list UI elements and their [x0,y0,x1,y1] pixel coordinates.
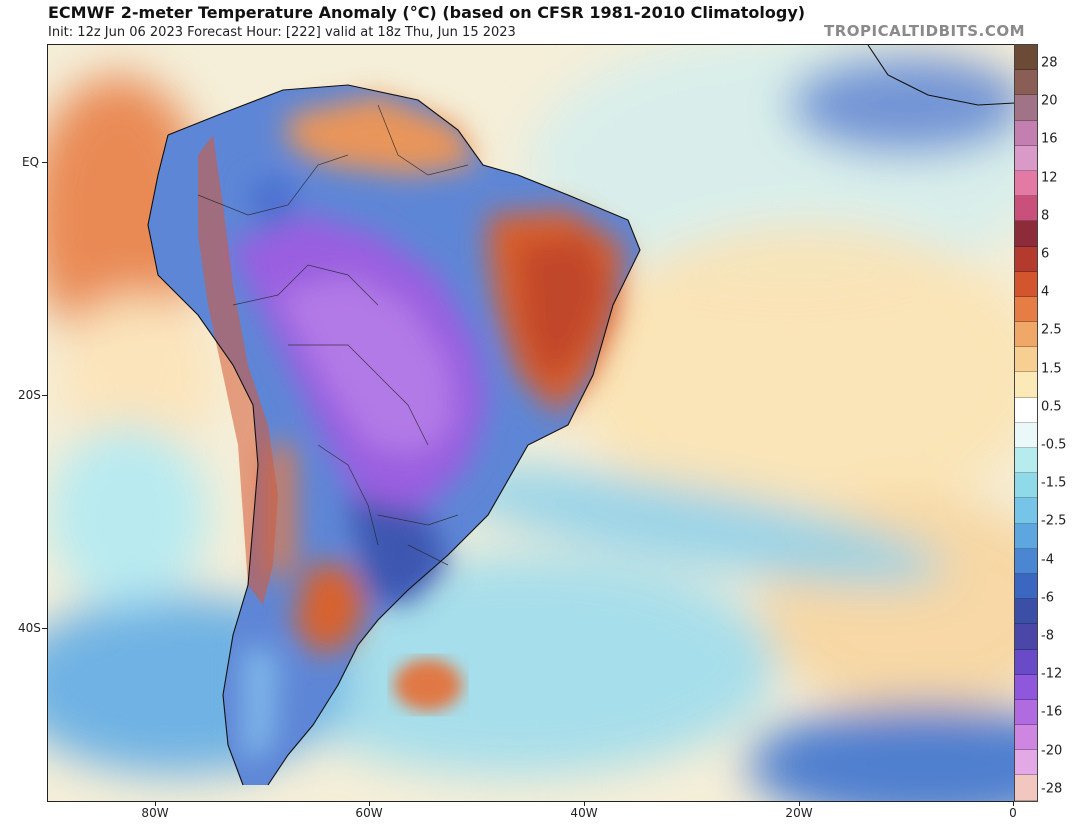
colorbar-label: -0.5 [1041,437,1067,453]
colorbar-segment [1015,120,1037,146]
colorbar-segment [1015,246,1037,272]
lon-label-40w: 40W [570,806,598,820]
colorbar-label: 20 [1041,93,1058,109]
map-title: ECMWF 2-meter Temperature Anomaly (°C) (… [48,3,806,22]
colorbar-segment [1015,347,1037,373]
colorbar-segment [1015,473,1037,499]
coastlines [147,45,1015,786]
colorbar-segment [1015,448,1037,474]
colorbar-segment [1015,95,1037,121]
colorbar-segment [1015,699,1037,726]
lat-tick [42,162,47,163]
lon-tick [155,801,156,806]
lon-label-0: 0 [1009,806,1017,820]
colorbar-label: 2.5 [1041,322,1062,338]
colorbar-label: 8 [1041,208,1050,224]
colorbar [1014,44,1038,802]
colorbar-segment [1015,322,1037,348]
colorbar-segment [1015,523,1037,549]
colorbar-segment [1015,296,1037,323]
colorbar-label: 0.5 [1041,399,1062,415]
lon-label-80w: 80W [141,806,169,820]
anomaly-map [47,44,1016,802]
colorbar-label: 28 [1041,55,1058,71]
colorbar-segment [1015,422,1037,448]
colorbar-segment [1015,498,1037,524]
lon-label-60w: 60W [355,806,383,820]
lon-tick [369,801,370,806]
colorbar-segment [1015,221,1037,247]
colorbar-segment [1015,70,1037,96]
colorbar-label: -1.5 [1041,475,1067,491]
colorbar-label: -16 [1041,704,1063,720]
colorbar-segment [1015,573,1037,600]
colorbar-label: 1.5 [1041,361,1062,377]
colorbar-label: 6 [1041,246,1050,262]
lon-tick [1013,801,1014,806]
colorbar-label: 16 [1041,131,1058,147]
colorbar-segment [1015,397,1037,423]
lat-label-20s: 20S [18,388,41,402]
colorbar-segment [1015,674,1037,700]
colorbar-label: -12 [1041,666,1063,682]
anomaly-field [48,45,1015,801]
colorbar-segment [1015,145,1037,171]
colorbar-segment [1015,196,1037,222]
colorbar-label: -2.5 [1041,513,1067,529]
colorbar-segment [1015,271,1037,297]
colorbar-segment [1015,775,1037,801]
colorbar-segment [1015,599,1037,625]
lon-label-20w: 20W [785,806,813,820]
country-borders [197,104,469,566]
colorbar-label: -8 [1041,628,1054,644]
colorbar-label: 4 [1041,284,1050,300]
colorbar-segment [1015,649,1037,675]
lat-tick [42,628,47,629]
colorbar-segment [1015,372,1037,398]
colorbar-segment [1015,725,1037,751]
lat-label-eq: EQ [22,155,40,169]
lon-tick [584,801,585,806]
lat-tick [42,395,47,396]
colorbar-label: -4 [1041,552,1054,568]
colorbar-segment [1015,548,1037,574]
lon-tick [799,801,800,806]
colorbar-label: -28 [1041,781,1063,797]
map-subtitle: Init: 12z Jun 06 2023 Forecast Hour: [22… [48,25,516,40]
colorbar-segment [1015,750,1037,776]
lat-label-40s: 40S [18,621,41,635]
colorbar-label: -20 [1041,743,1063,759]
colorbar-label: -6 [1041,590,1054,606]
continent-south-america [148,85,640,785]
colorbar-segment [1015,624,1037,650]
brand-watermark[interactable]: TROPICALTIDBITS.COM [824,22,1025,40]
colorbar-segment [1015,170,1037,197]
colorbar-segment [1015,45,1037,71]
colorbar-label: 12 [1041,170,1058,186]
